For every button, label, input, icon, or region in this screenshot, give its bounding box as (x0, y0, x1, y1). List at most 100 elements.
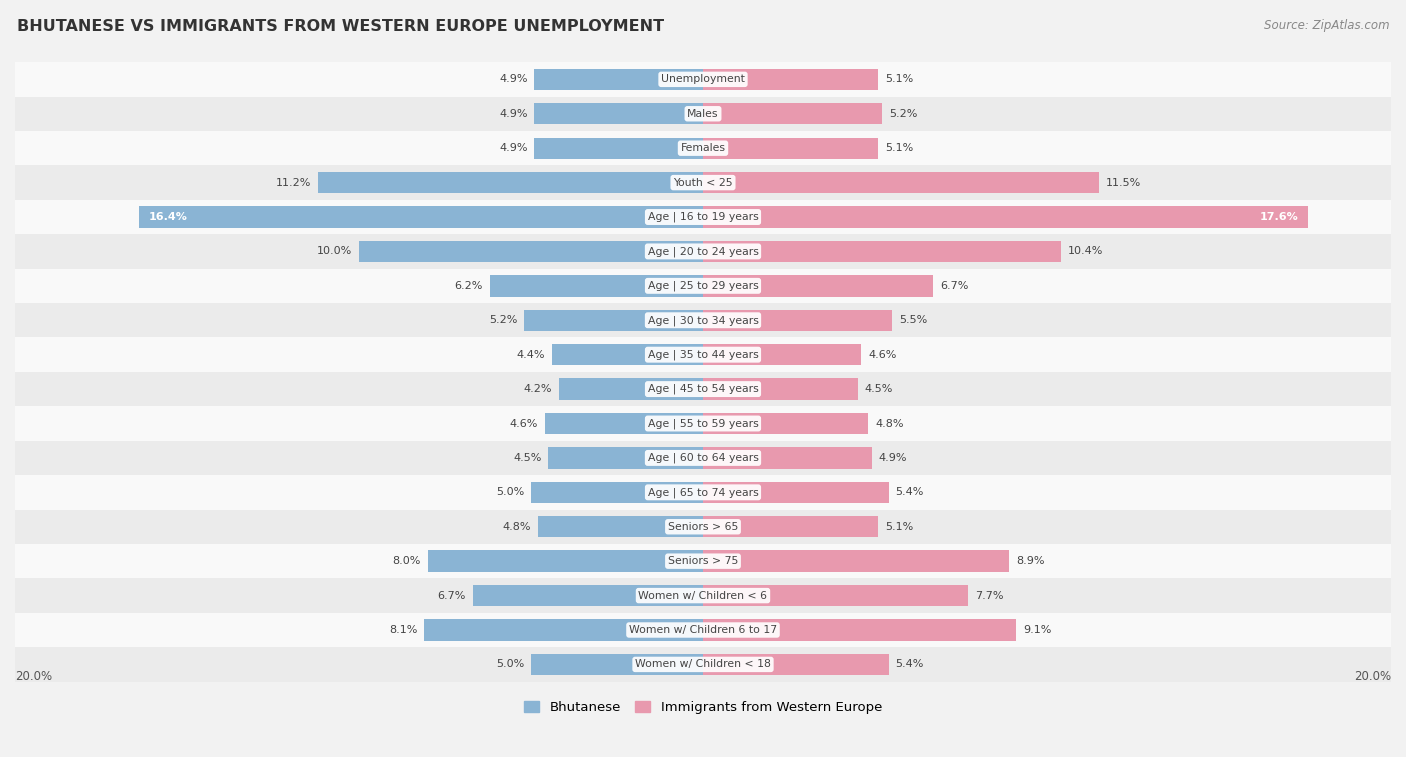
Text: Age | 20 to 24 years: Age | 20 to 24 years (648, 246, 758, 257)
Bar (15, 97, 1391, 131)
Text: 4.4%: 4.4% (516, 350, 544, 360)
Bar (544, 413, 703, 435)
Bar (472, 585, 703, 606)
Text: 5.4%: 5.4% (896, 488, 924, 497)
Text: 4.5%: 4.5% (513, 453, 541, 463)
Text: 20.0%: 20.0% (1354, 671, 1391, 684)
Text: Women w/ Children 6 to 17: Women w/ Children 6 to 17 (628, 625, 778, 635)
Bar (558, 378, 703, 400)
Bar (15, 62, 1391, 97)
Bar (359, 241, 703, 262)
Text: 5.0%: 5.0% (496, 488, 524, 497)
Text: Age | 25 to 29 years: Age | 25 to 29 years (648, 281, 758, 291)
Text: 4.9%: 4.9% (879, 453, 907, 463)
Bar (703, 276, 934, 297)
Bar (703, 241, 1060, 262)
Bar (15, 441, 1391, 475)
Text: 10.0%: 10.0% (316, 247, 352, 257)
Text: Age | 60 to 64 years: Age | 60 to 64 years (648, 453, 758, 463)
Bar (703, 654, 889, 675)
Bar (139, 207, 703, 228)
Bar (425, 619, 703, 640)
Text: 5.5%: 5.5% (898, 315, 928, 326)
Bar (15, 165, 1391, 200)
Text: 5.0%: 5.0% (496, 659, 524, 669)
Bar (703, 585, 967, 606)
Text: Women w/ Children < 18: Women w/ Children < 18 (636, 659, 770, 669)
Text: 5.1%: 5.1% (886, 74, 914, 84)
Bar (703, 481, 889, 503)
Bar (15, 647, 1391, 681)
Text: 4.2%: 4.2% (523, 384, 551, 394)
Text: Age | 45 to 54 years: Age | 45 to 54 years (648, 384, 758, 394)
Text: Seniors > 65: Seniors > 65 (668, 522, 738, 531)
Text: Age | 65 to 74 years: Age | 65 to 74 years (648, 487, 758, 497)
Bar (703, 172, 1098, 193)
Text: 4.6%: 4.6% (868, 350, 897, 360)
Text: 11.2%: 11.2% (276, 178, 311, 188)
Bar (534, 103, 703, 124)
Text: 4.9%: 4.9% (499, 109, 527, 119)
Text: Seniors > 75: Seniors > 75 (668, 556, 738, 566)
Bar (15, 544, 1391, 578)
Legend: Bhutanese, Immigrants from Western Europe: Bhutanese, Immigrants from Western Europ… (523, 701, 883, 714)
Bar (703, 378, 858, 400)
Text: Age | 16 to 19 years: Age | 16 to 19 years (648, 212, 758, 223)
Text: Source: ZipAtlas.com: Source: ZipAtlas.com (1264, 19, 1389, 32)
Bar (427, 550, 703, 572)
Text: 5.1%: 5.1% (886, 522, 914, 531)
Bar (15, 269, 1391, 303)
Text: Unemployment: Unemployment (661, 74, 745, 84)
Bar (15, 509, 1391, 544)
Text: 8.1%: 8.1% (389, 625, 418, 635)
Text: Age | 30 to 34 years: Age | 30 to 34 years (648, 315, 758, 326)
Bar (703, 550, 1010, 572)
Bar (703, 413, 868, 435)
Bar (538, 516, 703, 537)
Text: 7.7%: 7.7% (974, 590, 1004, 600)
Text: Males: Males (688, 109, 718, 119)
Text: Youth < 25: Youth < 25 (673, 178, 733, 188)
Bar (489, 276, 703, 297)
Text: 10.4%: 10.4% (1067, 247, 1104, 257)
Bar (703, 619, 1017, 640)
Text: 17.6%: 17.6% (1260, 212, 1298, 222)
Text: Age | 55 to 59 years: Age | 55 to 59 years (648, 419, 758, 428)
Text: 9.1%: 9.1% (1024, 625, 1052, 635)
Text: 6.7%: 6.7% (941, 281, 969, 291)
Bar (551, 344, 703, 366)
Text: 16.4%: 16.4% (149, 212, 188, 222)
Text: 5.2%: 5.2% (489, 315, 517, 326)
Bar (15, 613, 1391, 647)
Text: BHUTANESE VS IMMIGRANTS FROM WESTERN EUROPE UNEMPLOYMENT: BHUTANESE VS IMMIGRANTS FROM WESTERN EUR… (17, 19, 664, 34)
Text: 5.2%: 5.2% (889, 109, 917, 119)
Bar (703, 344, 862, 366)
Text: Females: Females (681, 143, 725, 153)
Bar (15, 131, 1391, 165)
Text: 4.5%: 4.5% (865, 384, 893, 394)
Bar (15, 234, 1391, 269)
Bar (703, 516, 879, 537)
Bar (15, 303, 1391, 338)
Bar (703, 103, 882, 124)
Bar (15, 338, 1391, 372)
Text: Women w/ Children < 6: Women w/ Children < 6 (638, 590, 768, 600)
Bar (531, 654, 703, 675)
Bar (15, 475, 1391, 509)
Text: Age | 35 to 44 years: Age | 35 to 44 years (648, 350, 758, 360)
Text: 4.8%: 4.8% (502, 522, 531, 531)
Text: 8.0%: 8.0% (392, 556, 420, 566)
Text: 4.6%: 4.6% (509, 419, 538, 428)
Text: 4.9%: 4.9% (499, 143, 527, 153)
Bar (15, 407, 1391, 441)
Bar (703, 207, 1309, 228)
Bar (15, 578, 1391, 613)
Text: 5.1%: 5.1% (886, 143, 914, 153)
Bar (703, 138, 879, 159)
Text: 6.2%: 6.2% (454, 281, 482, 291)
Bar (548, 447, 703, 469)
Text: 11.5%: 11.5% (1105, 178, 1140, 188)
Bar (703, 69, 879, 90)
Bar (531, 481, 703, 503)
Bar (524, 310, 703, 331)
